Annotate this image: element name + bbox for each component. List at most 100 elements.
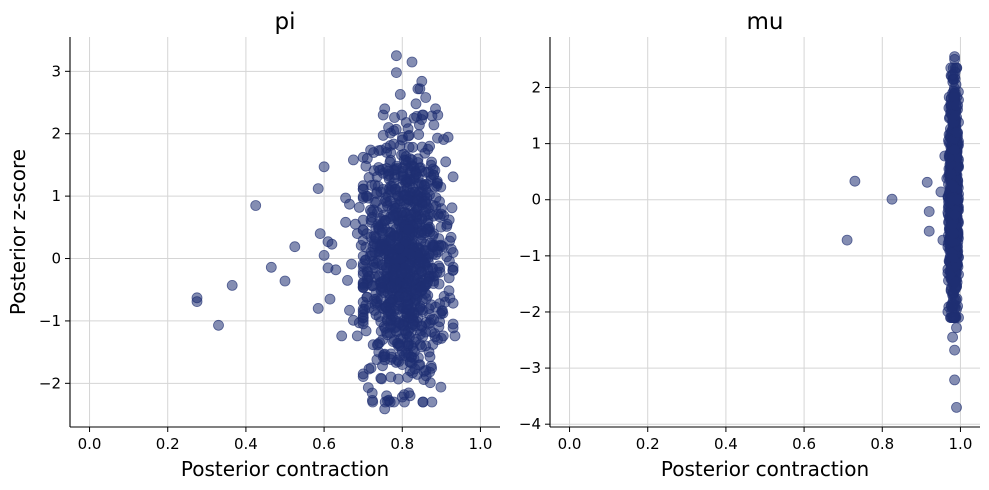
pi-scatter-point xyxy=(442,131,454,143)
mu-x-axis-label: Posterior contraction xyxy=(661,457,869,481)
pi-scatter-point xyxy=(376,227,388,239)
pi-scatter-point xyxy=(432,246,444,258)
pi-scatter-point xyxy=(360,241,372,253)
pi-scatter-point xyxy=(377,183,389,195)
pi-scatter-point xyxy=(289,241,301,253)
pi-scatter-point xyxy=(324,293,336,305)
pi-scatter-point xyxy=(357,371,369,383)
pi-scatter-point xyxy=(413,129,425,140)
pi-scatter-point xyxy=(443,214,455,226)
pi-scatter-point xyxy=(360,160,372,172)
pi-scatter-point xyxy=(393,317,405,329)
pi-scatter-point xyxy=(398,349,410,361)
pi-scatter-point xyxy=(346,258,357,270)
panel-mu: 0.0 0.2 0.4 0.6 0.8 1.0 −4 −3 −2 −1 0 1 2 mu Posteri… xyxy=(519,9,980,481)
pi-scatter-point xyxy=(351,330,363,342)
pi-scatter-point xyxy=(435,381,447,393)
pi-scatter-point xyxy=(398,396,410,408)
mu-scatter-point xyxy=(947,252,959,264)
pi-scatter-point xyxy=(415,256,426,268)
pi-scatter-point xyxy=(314,228,326,240)
pi-scatter-point xyxy=(428,119,440,131)
pi-scatter-point xyxy=(416,75,428,87)
pi-scatter-point xyxy=(419,238,431,250)
pi-scatter-point xyxy=(416,213,428,225)
pi-scatter-point xyxy=(388,230,400,242)
pi-y-tick-label: 0 xyxy=(51,250,61,268)
pi-scatter-point xyxy=(370,309,382,321)
mu-x-tick-label: 0.8 xyxy=(870,435,894,453)
pi-scatter-point xyxy=(369,247,381,259)
pi-scatter-point xyxy=(390,50,402,62)
mu-scatter-point xyxy=(948,293,959,305)
mu-x-tick-label: 1.0 xyxy=(949,435,973,453)
pi-scatter-point xyxy=(360,190,372,202)
pi-x-tick-label: 1.0 xyxy=(469,435,493,453)
pi-scatter-point xyxy=(340,216,352,228)
pi-scatter-point xyxy=(279,275,291,287)
pi-scatter-point xyxy=(434,262,446,274)
pi-scatter-point xyxy=(410,168,422,180)
pi-scatter-point xyxy=(435,221,447,233)
pi-scatter-point xyxy=(407,319,419,331)
mu-y-tick-label: −4 xyxy=(519,415,541,433)
mu-x-tick-label: 0.2 xyxy=(636,435,660,453)
pi-scatter-point xyxy=(403,259,415,271)
pi-scatter-points xyxy=(191,50,461,415)
pi-x-tick-label: 0.2 xyxy=(156,435,180,453)
pi-x-tick-label: 0.4 xyxy=(234,435,258,453)
pi-scatter-point xyxy=(402,223,414,235)
pi-scatter-point xyxy=(344,304,355,316)
pi-axis-ticks: 0.0 0.2 0.4 0.6 0.8 1.0 −2 −1 0 1 2 3 xyxy=(39,62,493,453)
pi-scatter-point xyxy=(384,156,396,168)
pi-scatter-point xyxy=(376,282,388,294)
pi-scatter-point xyxy=(417,109,429,121)
panel-pi: 0.0 0.2 0.4 0.6 0.8 1.0 −2 −1 0 1 2 3 pi Posterior … xyxy=(6,9,500,481)
pi-scatter-point xyxy=(250,200,262,211)
mu-axes-spines xyxy=(549,37,980,428)
pi-scatter-point xyxy=(377,109,389,121)
pi-scatter-point xyxy=(403,387,415,399)
mu-scatter-point xyxy=(923,225,935,237)
pi-scatter-point xyxy=(376,373,388,385)
pi-scatter-point xyxy=(430,301,442,313)
pi-scatter-point xyxy=(434,196,445,207)
pi-scatter-point xyxy=(420,364,432,376)
pi-scatter-point xyxy=(396,109,408,121)
pi-scatter-point xyxy=(437,307,449,319)
pi-scatter-point xyxy=(387,210,399,222)
mu-scatter-point xyxy=(947,69,959,80)
pi-scatter-point xyxy=(388,177,400,189)
mu-scatter-points xyxy=(841,51,964,413)
pi-scatter-point xyxy=(426,156,438,168)
mu-scatter-point xyxy=(947,312,959,324)
pi-scatter-point xyxy=(402,193,414,205)
pi-scatter-point xyxy=(367,280,379,292)
pi-scatter-point xyxy=(390,67,402,78)
pi-scatter-point xyxy=(394,89,406,100)
mu-scatter-point xyxy=(951,322,962,334)
pi-scatter-point xyxy=(265,261,277,273)
pi-scatter-point xyxy=(447,322,459,334)
mu-y-tick-label: −3 xyxy=(519,359,541,377)
mu-grid xyxy=(550,37,980,427)
mu-scatter-point xyxy=(952,126,963,138)
pi-scatter-point xyxy=(357,279,369,291)
pi-scatter-point xyxy=(357,312,369,324)
mu-y-tick-label: 1 xyxy=(531,135,541,153)
pi-scatter-point xyxy=(372,338,384,350)
mu-scatter-point xyxy=(950,99,962,111)
pi-y-tick-label: −2 xyxy=(39,374,61,392)
pi-scatter-point xyxy=(440,156,452,168)
pi-scatter-point xyxy=(422,276,434,288)
pi-scatter-point xyxy=(402,130,414,142)
pi-scatter-point xyxy=(336,330,348,342)
mu-scatter-point xyxy=(886,193,898,205)
mu-axis-ticks: 0.0 0.2 0.4 0.6 0.8 1.0 −4 −3 −2 −1 0 1 2 xyxy=(519,79,973,453)
pi-scatter-point xyxy=(357,214,369,226)
pi-scatter-point xyxy=(312,302,324,314)
pi-scatter-point xyxy=(425,326,437,338)
pi-x-tick-label: 0.8 xyxy=(390,435,414,453)
mu-scatter-point xyxy=(945,168,957,180)
mu-y-tick-label: 2 xyxy=(531,79,541,97)
